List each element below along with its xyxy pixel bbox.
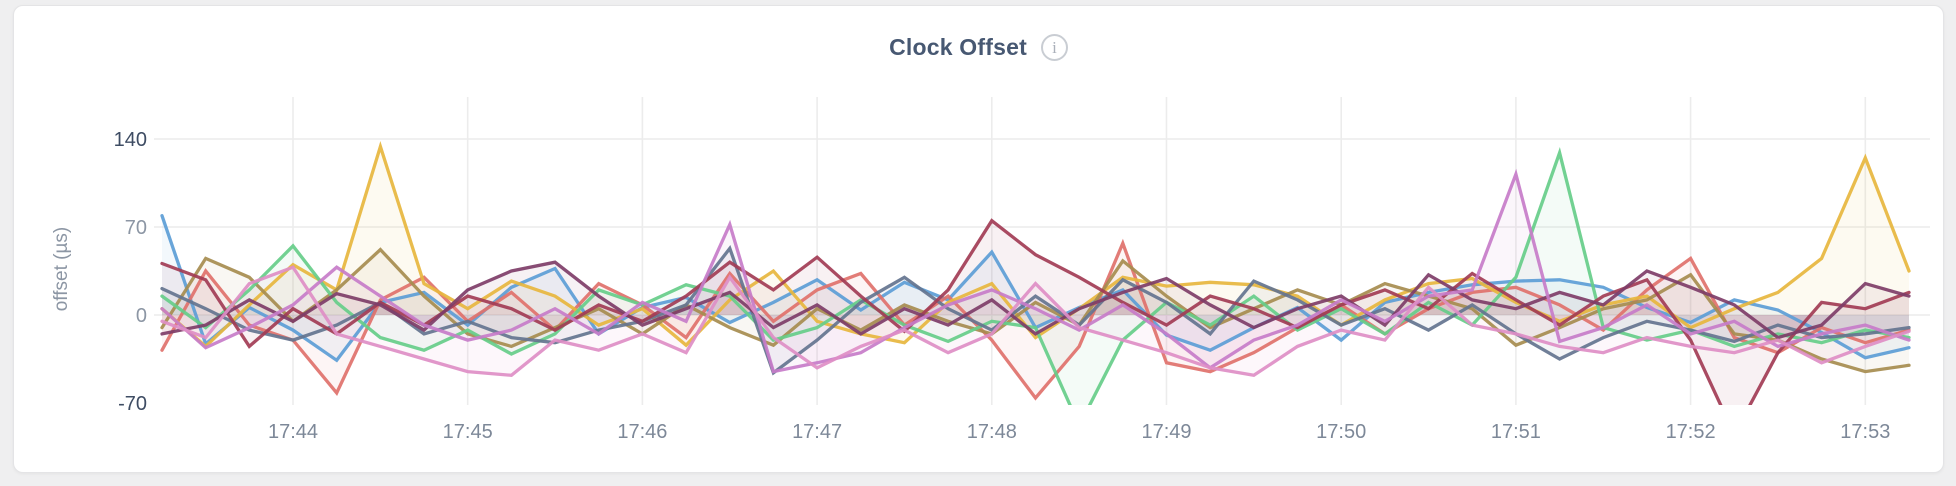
area-series-2 — [162, 243, 1909, 398]
area-series-7 — [162, 220, 1909, 405]
y-axis-title: offset (µs) — [51, 227, 72, 312]
line-series-4 — [160, 247, 1911, 374]
x-tick-label: 17:47 — [792, 421, 842, 443]
info-icon-glyph: i — [1052, 38, 1057, 57]
grid — [154, 97, 1930, 405]
x-tick-label: 17:53 — [1840, 421, 1890, 443]
area-series-6 — [162, 248, 1909, 373]
area-series-4 — [162, 249, 1909, 372]
x-tick-label: 17:45 — [443, 421, 493, 443]
chart-title: Clock Offset — [889, 34, 1027, 60]
clock-offset-chart[interactable]: 140 70 0 -70 17:44 17:45 17:46 17:47 17:48 17:49 1… — [14, 6, 1945, 474]
line-series-6 — [160, 244, 1911, 376]
area-series-10 — [162, 267, 1909, 376]
clock-offset-card: 140 70 0 -70 17:44 17:45 17:46 17:47 17:48 17:49 1… — [13, 5, 1944, 473]
x-axis-labels: 17:44 17:45 17:46 17:47 17:48 17:49 17:50 17:51… — [268, 421, 1890, 443]
area-series-3 — [162, 146, 1909, 347]
x-tick-label: 17:50 — [1316, 421, 1366, 443]
line-series-10 — [160, 265, 1911, 378]
line-series-9 — [160, 168, 1911, 374]
x-tick-label: 17:52 — [1666, 421, 1716, 443]
series-lines — [160, 140, 1911, 405]
line-series-8 — [160, 260, 1911, 340]
info-icon[interactable]: i — [1040, 34, 1068, 61]
area-series-9 — [162, 174, 1909, 372]
line-series-7 — [160, 218, 1911, 405]
y-tick-label: -70 — [118, 393, 147, 415]
line-series-3 — [160, 140, 1911, 349]
x-tick-label: 17:46 — [617, 421, 667, 443]
y-tick-label: 0 — [136, 305, 147, 327]
x-tick-label: 17:48 — [967, 421, 1017, 443]
x-tick-label: 17:49 — [1141, 421, 1191, 443]
x-tick-label: 17:51 — [1491, 421, 1541, 443]
y-tick-label: 140 — [114, 129, 147, 151]
y-tick-label: 70 — [125, 217, 147, 239]
card-header: Clock Offset i — [14, 34, 1943, 61]
y-axis-labels: 140 70 0 -70 — [114, 129, 147, 415]
area-series-8 — [162, 262, 1909, 338]
x-tick-label: 17:44 — [268, 421, 318, 443]
